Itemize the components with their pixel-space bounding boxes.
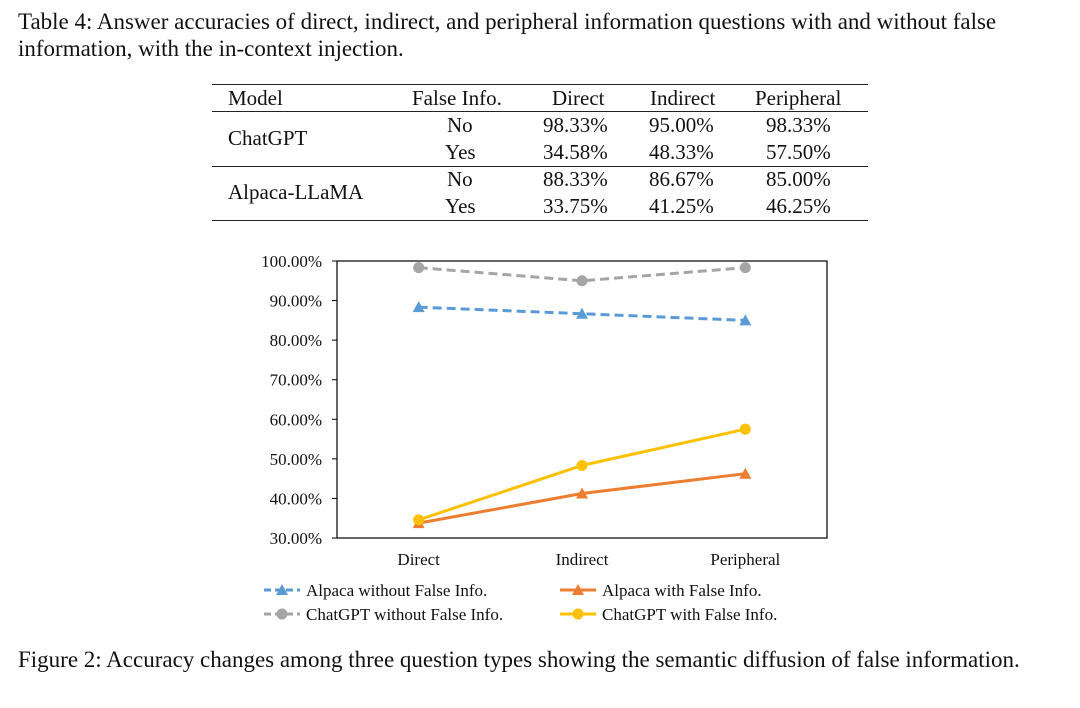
data-point <box>572 584 584 595</box>
series-line <box>418 266 746 283</box>
data-point <box>739 314 752 326</box>
y-tick-label: 70.00% <box>270 371 322 390</box>
table-cell: 88.33% <box>543 167 608 191</box>
header-direct: Direct <box>552 86 605 110</box>
legend-label: Alpaca with False Info. <box>602 581 762 600</box>
accuracy-chart-svg: 100.00% 90.00% 80.00% 70.00% 60.00% 50.00% 40.… <box>261 252 828 624</box>
model-chatgpt: ChatGPT <box>228 126 308 150</box>
data-point <box>739 467 752 479</box>
legend-label: ChatGPT without False Info. <box>306 605 503 624</box>
x-tick-label: Peripheral <box>710 550 780 569</box>
table-cell: Yes <box>445 140 476 164</box>
table-cell: 34.58% <box>543 140 608 164</box>
table-cell: 86.67% <box>649 167 714 191</box>
table-cell: 46.25% <box>766 194 831 218</box>
data-point <box>413 514 425 526</box>
data-point <box>739 262 751 274</box>
legend-label: ChatGPT with False Info. <box>602 605 777 624</box>
series-2 <box>413 262 751 287</box>
data-point <box>413 262 425 274</box>
table-cell: 98.33% <box>766 113 831 137</box>
plot-area <box>336 260 828 539</box>
data-point <box>276 584 288 595</box>
series-0 <box>412 301 752 326</box>
table-cell: 33.75% <box>543 194 608 218</box>
table-group-rule <box>212 166 868 168</box>
legend-item: ChatGPT with False Info. <box>560 605 777 624</box>
table-caption: Table 4: Answer accuracies of direct, in… <box>18 9 997 61</box>
legend-item: ChatGPT without False Info. <box>264 605 503 624</box>
data-point <box>576 487 588 499</box>
table-cell: 98.33% <box>543 113 608 137</box>
series-3 <box>413 423 751 526</box>
y-tick-label: 90.00% <box>270 292 322 311</box>
x-tick-label: Indirect <box>556 550 609 569</box>
table-top-rule <box>212 84 868 86</box>
y-tick-label: 100.00% <box>261 252 322 271</box>
table-cell: 95.00% <box>649 113 714 137</box>
y-tick-label: 50.00% <box>270 450 322 469</box>
data-point <box>576 275 588 287</box>
data-point <box>739 423 751 435</box>
results-table: Model False Info. Direct Indirect Periph… <box>212 84 868 222</box>
x-tick-label: Direct <box>397 550 440 569</box>
table-cell: 41.25% <box>649 194 714 218</box>
table-cell: 57.50% <box>766 140 831 164</box>
y-tick-label: 40.00% <box>270 489 322 508</box>
data-point <box>572 608 584 620</box>
header-false-info: False Info. <box>412 86 502 110</box>
table-cell: 48.33% <box>649 140 714 164</box>
model-alpaca-llama: Alpaca-LLaMA <box>228 180 364 204</box>
table-cell: No <box>447 167 473 191</box>
accuracy-chart: 100.00% 90.00% 80.00% 70.00% 60.00% 50.00% 40.… <box>238 248 838 638</box>
legend-label: Alpaca without False Info. <box>306 581 487 600</box>
series-line <box>418 305 746 322</box>
data-point <box>412 301 425 313</box>
figure-caption: Figure 2: Accuracy changes among three q… <box>18 647 1020 672</box>
y-tick-label: 60.00% <box>270 410 322 429</box>
table-cell: Yes <box>445 194 476 218</box>
data-point <box>276 608 288 620</box>
table-bottom-rule <box>212 220 868 222</box>
table-cell: No <box>447 113 473 137</box>
table-header-rule <box>212 111 868 113</box>
legend-item: Alpaca without False Info. <box>264 581 487 600</box>
header-model: Model <box>228 86 283 110</box>
header-indirect: Indirect <box>650 86 716 110</box>
data-point <box>576 307 588 319</box>
header-peripheral: Peripheral <box>755 86 842 110</box>
legend-item: Alpaca with False Info. <box>560 581 762 600</box>
series-1 <box>412 467 752 529</box>
data-point <box>576 459 588 471</box>
series-line <box>418 427 746 522</box>
table-cell: 85.00% <box>766 167 831 191</box>
y-tick-label: 30.00% <box>270 529 322 548</box>
y-tick-label: 80.00% <box>270 331 322 350</box>
